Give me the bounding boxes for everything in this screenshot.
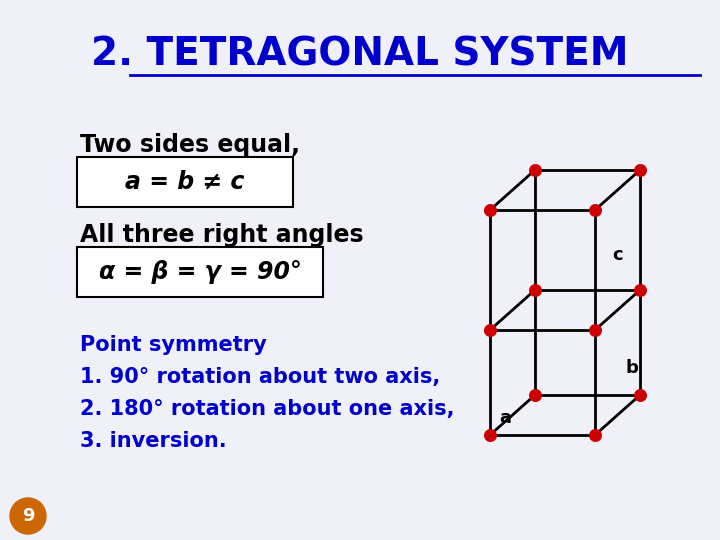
- Text: 9: 9: [22, 507, 35, 525]
- Text: Two sides equal,: Two sides equal,: [80, 133, 300, 157]
- Point: [634, 166, 646, 174]
- Text: α = β = γ = 90°: α = β = γ = 90°: [99, 260, 302, 284]
- Point: [529, 286, 541, 294]
- Point: [529, 166, 541, 174]
- FancyBboxPatch shape: [77, 157, 293, 207]
- Text: a = b ≠ c: a = b ≠ c: [125, 170, 245, 194]
- Point: [634, 390, 646, 399]
- Text: 2. 180° rotation about one axis,: 2. 180° rotation about one axis,: [80, 399, 454, 419]
- Text: 2. TETRAGONAL SYSTEM: 2. TETRAGONAL SYSTEM: [91, 36, 629, 74]
- Point: [485, 431, 496, 440]
- Text: 3. inversion.: 3. inversion.: [80, 431, 227, 451]
- Point: [634, 286, 646, 294]
- Point: [485, 326, 496, 334]
- Point: [589, 206, 600, 214]
- FancyBboxPatch shape: [77, 247, 323, 297]
- Text: b: b: [626, 359, 639, 377]
- Point: [529, 390, 541, 399]
- Point: [589, 431, 600, 440]
- Text: All three right angles: All three right angles: [80, 223, 364, 247]
- Text: Point symmetry: Point symmetry: [80, 335, 266, 355]
- Point: [589, 326, 600, 334]
- Point: [485, 206, 496, 214]
- Text: c: c: [613, 246, 624, 264]
- Text: 1. 90° rotation about two axis,: 1. 90° rotation about two axis,: [80, 367, 440, 387]
- Circle shape: [10, 498, 46, 534]
- Text: a: a: [499, 409, 511, 427]
